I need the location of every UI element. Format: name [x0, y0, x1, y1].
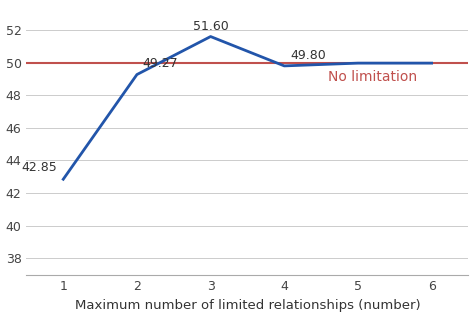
X-axis label: Maximum number of limited relationships (number): Maximum number of limited relationships …	[74, 300, 420, 313]
Text: 51.60: 51.60	[193, 20, 228, 33]
Text: 49.27: 49.27	[143, 58, 178, 71]
Text: 42.85: 42.85	[22, 161, 57, 174]
Text: 49.80: 49.80	[290, 49, 326, 62]
Text: No limitation: No limitation	[328, 71, 418, 85]
